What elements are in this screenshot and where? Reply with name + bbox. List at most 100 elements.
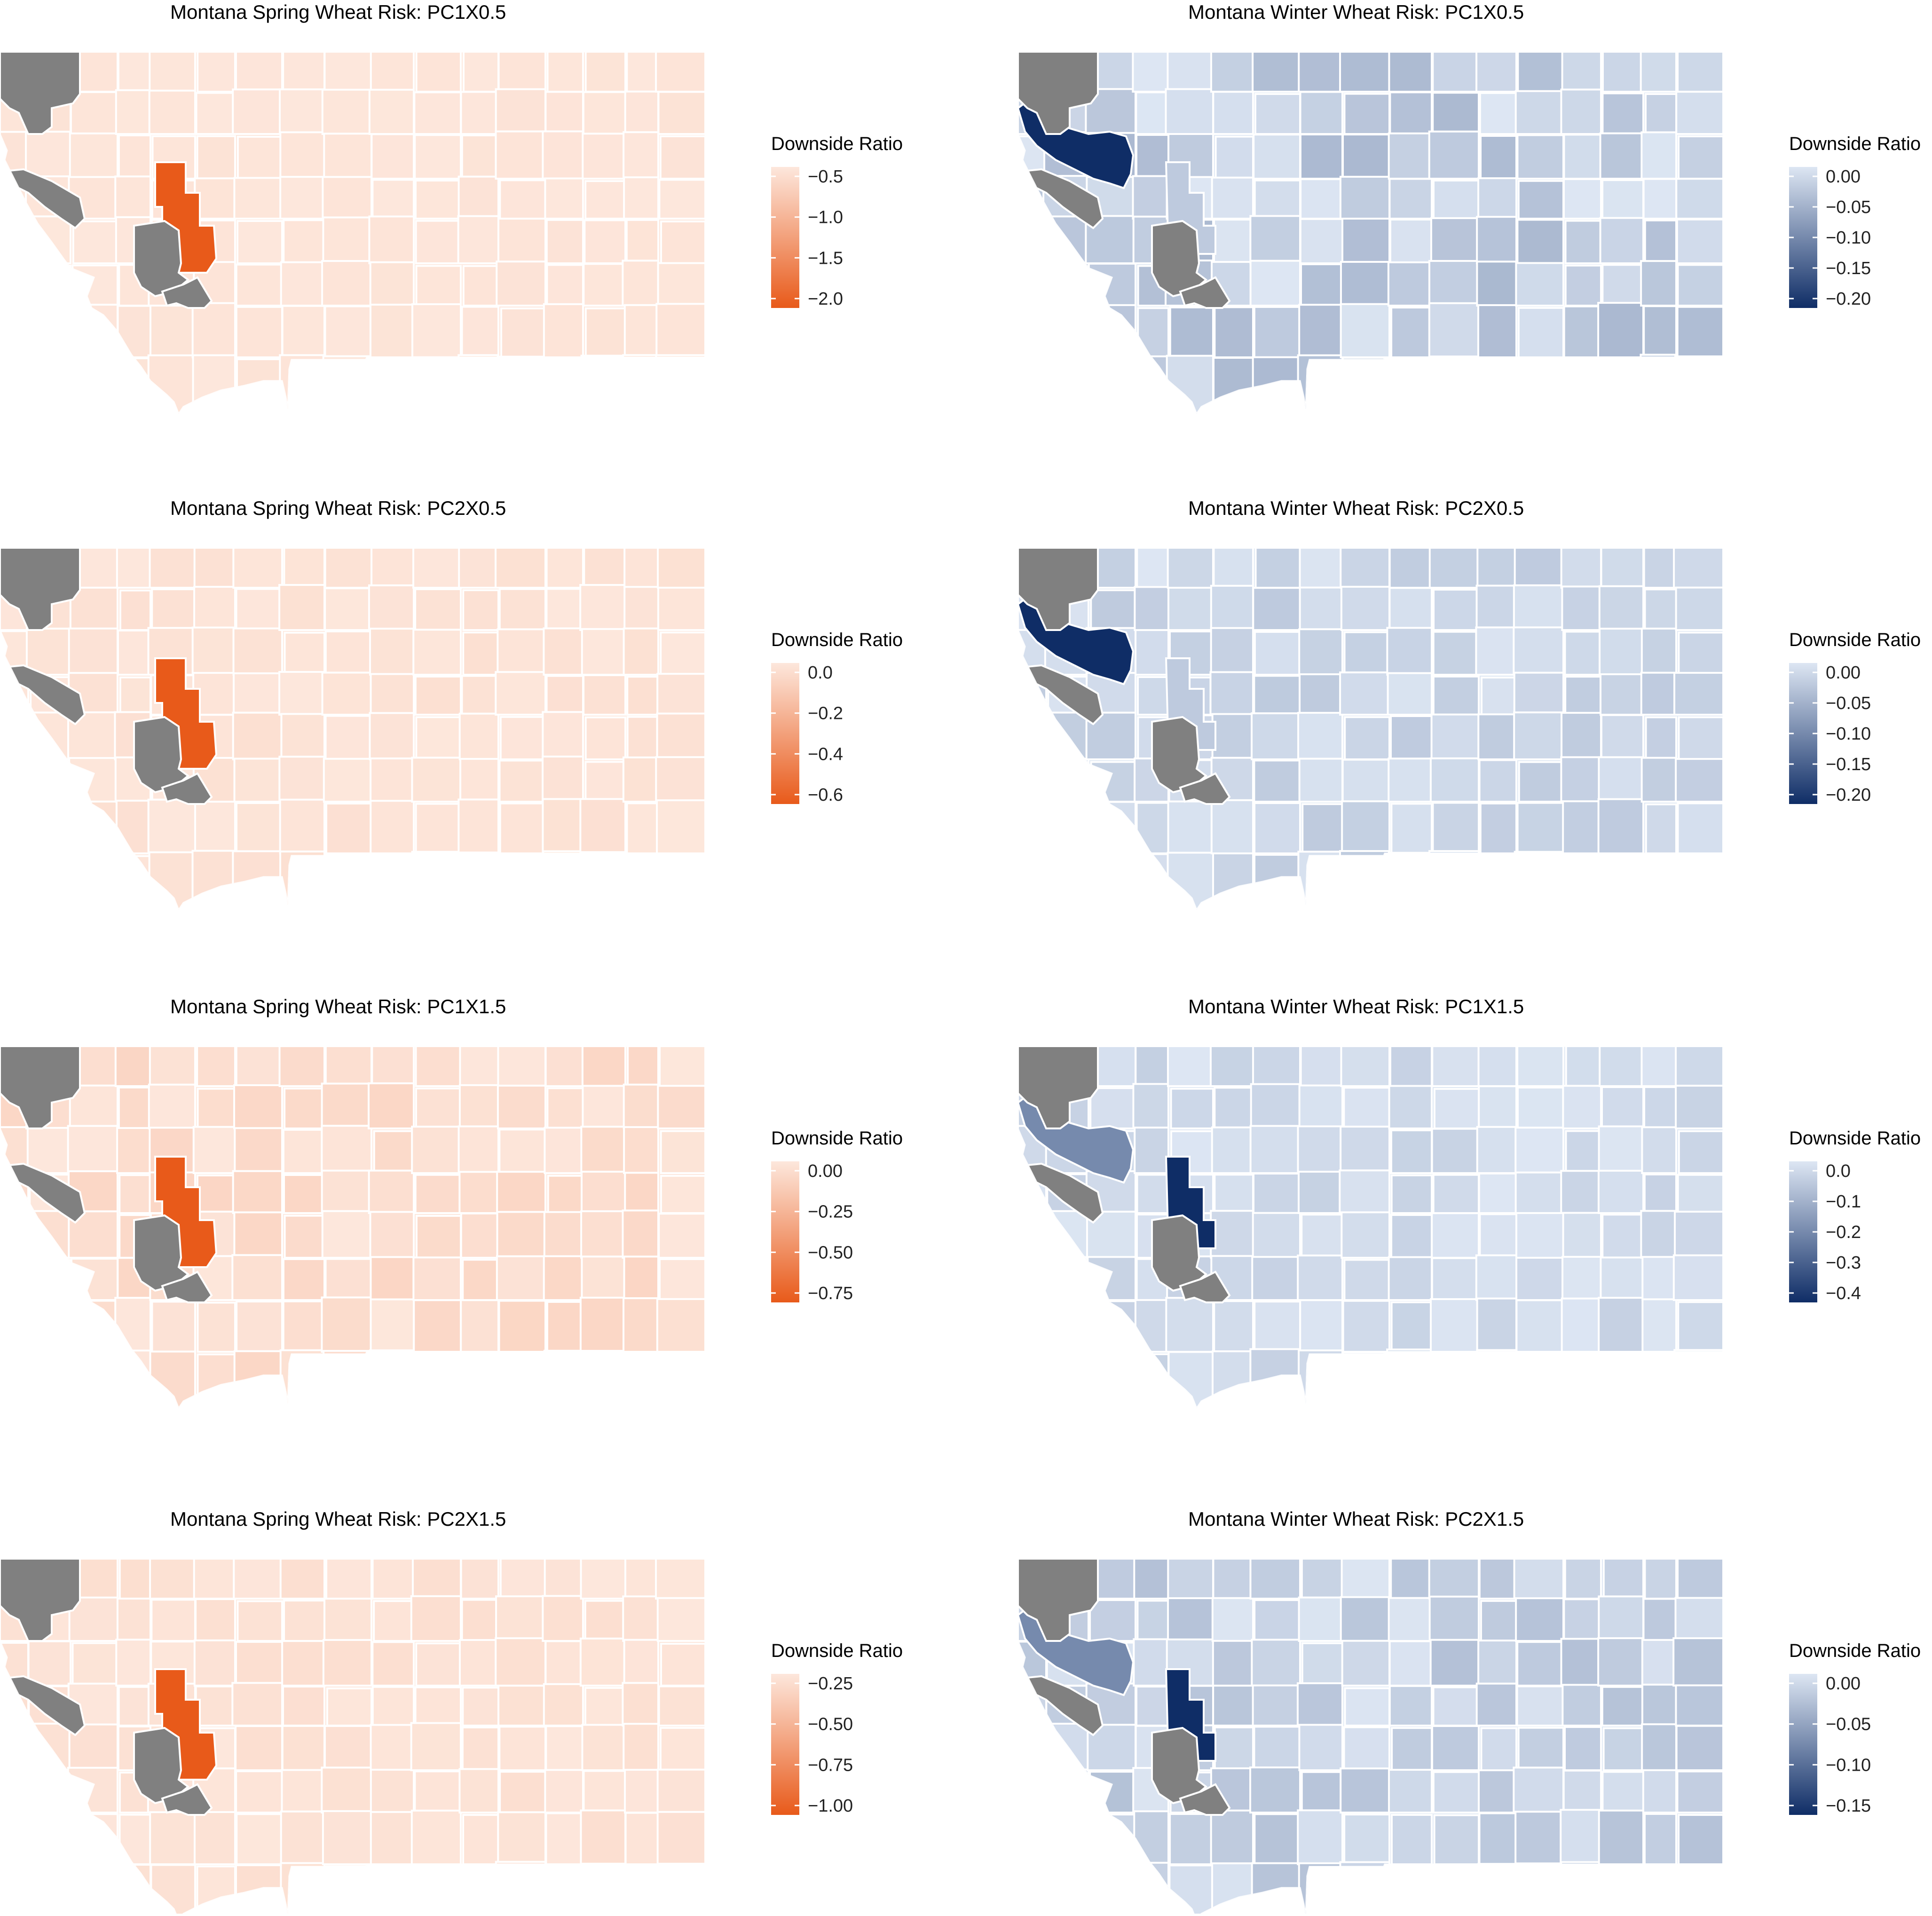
county: [1674, 1211, 1723, 1259]
county: [1601, 264, 1645, 307]
county: [284, 1214, 325, 1259]
county: [414, 1686, 462, 1727]
county: [1388, 1769, 1433, 1813]
county: [1430, 713, 1480, 760]
county: [1341, 758, 1390, 803]
county: [1390, 803, 1433, 855]
state-outline: [0, 52, 705, 414]
county: [413, 91, 462, 135]
county: [147, 354, 196, 414]
county: [1641, 1256, 1677, 1301]
county: [232, 88, 283, 135]
county: [116, 1597, 152, 1642]
county: [655, 354, 705, 414]
county: [1677, 1301, 1723, 1353]
county: [1598, 585, 1645, 631]
county: [1389, 1046, 1433, 1087]
county: [584, 1687, 626, 1727]
county: [278, 671, 325, 716]
county: [70, 1300, 118, 1353]
county: [1339, 1169, 1390, 1214]
county: [67, 1766, 118, 1814]
county: [1018, 1348, 1047, 1408]
legend-tick-label: −0.15: [1826, 1796, 1871, 1816]
county-missing: [133, 220, 190, 298]
county: [1677, 1559, 1723, 1600]
county: [1479, 802, 1518, 855]
county: [544, 1559, 584, 1600]
legend-title: Downside Ratio: [1789, 1640, 1921, 1661]
county: [1298, 304, 1344, 359]
county: [196, 1865, 236, 1916]
county: [1254, 802, 1301, 854]
county: [233, 177, 284, 220]
county: [324, 630, 373, 676]
county: [584, 761, 626, 803]
county: [115, 1639, 152, 1687]
county: [1480, 1600, 1517, 1642]
county: [499, 179, 546, 220]
county: [235, 306, 284, 359]
county: [656, 1597, 705, 1642]
county: [1044, 1256, 1090, 1301]
county: [149, 1811, 197, 1866]
county: [368, 88, 415, 135]
county: [1388, 1597, 1433, 1642]
county: [627, 855, 660, 910]
county: [1018, 798, 1047, 854]
county: [623, 131, 659, 180]
county: [149, 52, 197, 93]
county: [321, 260, 372, 307]
county: [1513, 711, 1565, 760]
county: [1431, 1257, 1480, 1301]
legend-title: Downside Ratio: [771, 1640, 903, 1661]
county: [322, 1810, 372, 1865]
county: [1477, 177, 1518, 220]
county: [1598, 1297, 1644, 1353]
county: [371, 1559, 415, 1600]
county: [1043, 1722, 1089, 1771]
county: [410, 1809, 462, 1865]
county: [1211, 1597, 1254, 1642]
montana-map: [0, 1559, 705, 1916]
county: [1516, 1641, 1564, 1687]
county: [195, 1685, 236, 1727]
county: [232, 1170, 284, 1214]
county: [460, 1212, 499, 1259]
county: [1514, 90, 1564, 135]
county: [1301, 1559, 1344, 1600]
county: [1477, 304, 1518, 359]
county: [148, 1083, 197, 1129]
county: [1601, 1214, 1644, 1259]
county: [279, 798, 325, 854]
county: [197, 1353, 237, 1408]
county: [369, 1349, 415, 1408]
county: [115, 799, 151, 854]
county: [657, 548, 705, 589]
legend-colorbar: [771, 663, 799, 804]
county: [1167, 852, 1214, 910]
county: [283, 219, 325, 265]
county: [1432, 675, 1480, 716]
county: [1018, 1813, 1047, 1865]
county: [658, 1685, 705, 1727]
county-missing: [0, 1046, 81, 1129]
county: [1515, 1257, 1564, 1301]
county: [1565, 1046, 1602, 1087]
montana-map: [1018, 52, 1723, 414]
county: [30, 1353, 71, 1408]
county: [1517, 52, 1565, 93]
county: [624, 90, 659, 135]
county: [147, 798, 196, 854]
county: [542, 130, 584, 180]
county: [1090, 589, 1136, 631]
county: [580, 1809, 627, 1865]
county: [369, 1211, 415, 1259]
county: [321, 1169, 372, 1214]
county: [1340, 1596, 1391, 1642]
county: [1018, 1258, 1047, 1301]
county: [497, 628, 547, 676]
county: [197, 1088, 236, 1129]
county: [0, 1769, 29, 1813]
county: [1300, 1046, 1343, 1087]
